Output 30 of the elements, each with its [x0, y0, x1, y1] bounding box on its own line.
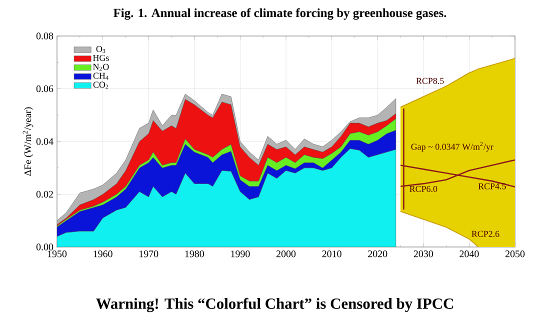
x-tick-label: 2010	[322, 250, 342, 258]
y-tick-label: 0.02	[36, 190, 53, 198]
series-label: RCP8.5	[416, 78, 444, 84]
series-label: RCP6.0	[410, 186, 438, 192]
legend-label: CO$_{2}$	[93, 82, 108, 89]
y-tick-label: 0.00	[36, 244, 54, 250]
y-tick-label: 0.08	[36, 32, 54, 40]
x-tick-label: 2020	[368, 250, 388, 258]
series-label: RCP4.5	[478, 183, 506, 190]
legend-label: N$_{2}$O	[92, 64, 109, 71]
legend-label: CH$_{4}$	[93, 72, 108, 80]
legend-label: O$_{3}$	[96, 46, 106, 54]
x-tick-label: 1990	[231, 250, 250, 258]
y-tick-label: 0.06	[36, 85, 54, 92]
y-axis-title: ΔFe (W/m$^{2}$/year)	[22, 107, 34, 176]
y-tick-label: 0.04	[36, 138, 54, 145]
x-tick-label: 1980	[185, 250, 204, 258]
x-tick-label: 1950	[48, 250, 67, 258]
x-tick-label: 2000	[276, 250, 296, 258]
x-tick-label: 1970	[140, 250, 158, 258]
chart-title: Fig. 1. Annual increase of climate forcing by greenhouse gases.	[113, 8, 446, 20]
x-tick-label: 2030	[414, 250, 433, 258]
text: Warning! This “Colorful Chart” is Censored by IPCC	[96, 298, 453, 312]
line-series	[400, 58, 516, 108]
x-tick-label: 2050	[505, 250, 525, 258]
x-tick-label: 2040	[460, 250, 479, 258]
x-tick-label: 1960	[94, 250, 112, 258]
series-label: RCP2.6	[472, 230, 500, 237]
legend-label: HGs	[92, 54, 109, 61]
annotation: Gap ~ 0.0347 W/m$^{2}$/yr	[411, 142, 494, 152]
